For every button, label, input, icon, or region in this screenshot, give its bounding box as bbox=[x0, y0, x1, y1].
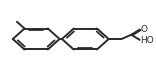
Text: HO: HO bbox=[140, 36, 154, 45]
Text: O: O bbox=[140, 25, 147, 34]
